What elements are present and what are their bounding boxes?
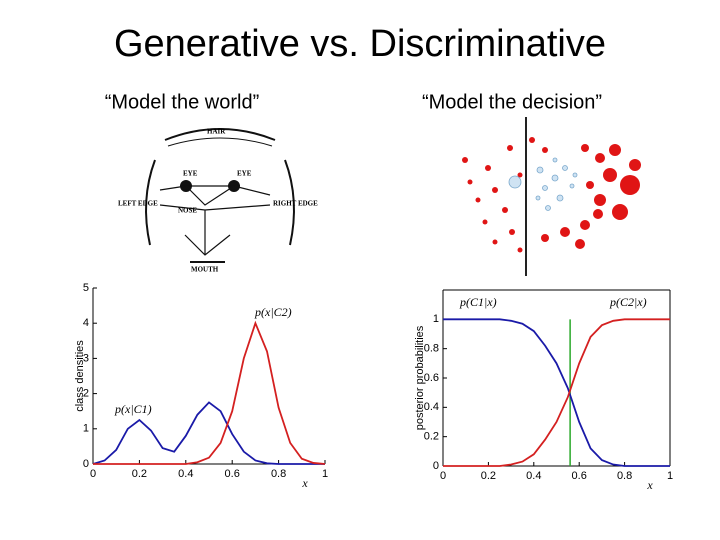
face-label: EYE bbox=[183, 170, 198, 178]
x-tick-label: 0.2 bbox=[132, 468, 147, 480]
y-tick-label: 0 bbox=[83, 458, 89, 470]
face-diagram bbox=[145, 128, 295, 263]
curve-annotation: p(x|C2) bbox=[254, 305, 292, 319]
curve-annotation: p(C1|x) bbox=[459, 295, 497, 309]
y-tick-label: 1 bbox=[433, 313, 439, 325]
y-tick-label: 2 bbox=[83, 388, 89, 400]
x-tick-label: 0.2 bbox=[481, 470, 496, 482]
line-series bbox=[93, 320, 326, 465]
curve-annotation: p(x|C1) bbox=[114, 402, 152, 416]
x-tick-label: 1 bbox=[322, 468, 328, 480]
subtitle: “Model the world” bbox=[105, 91, 260, 113]
face-label: NOSE bbox=[178, 207, 197, 215]
y-tick-label: 0 bbox=[433, 460, 439, 472]
face-label: LEFT EDGE bbox=[118, 200, 158, 208]
line-series bbox=[92, 401, 325, 465]
y-tick-label: 0.4 bbox=[424, 401, 439, 413]
face-label: RIGHT EDGE bbox=[273, 200, 318, 208]
y-tick-label: 1 bbox=[83, 423, 89, 435]
x-axis-label: x bbox=[301, 476, 308, 490]
y-tick-label: 3 bbox=[83, 352, 89, 364]
y-tick-label: 0.8 bbox=[424, 343, 439, 355]
line-series bbox=[443, 318, 670, 467]
x-tick-label: 0.6 bbox=[572, 470, 587, 482]
x-tick-label: 0.4 bbox=[178, 468, 193, 480]
x-tick-label: 0.8 bbox=[271, 468, 286, 480]
x-tick-label: 1 bbox=[667, 470, 673, 482]
y-tick-label: 4 bbox=[83, 317, 89, 329]
face-label: MOUTH bbox=[191, 266, 219, 274]
subtitle: “Model the decision” bbox=[422, 91, 602, 113]
x-tick-label: 0.8 bbox=[617, 470, 632, 482]
face-label: EYE bbox=[237, 170, 252, 178]
x-tick-label: 0 bbox=[90, 468, 96, 480]
y-tick-label: 0.6 bbox=[424, 372, 439, 384]
y-tick-label: 0.2 bbox=[424, 431, 439, 443]
x-tick-label: 0 bbox=[440, 470, 446, 482]
y-axis-label: class densities bbox=[74, 340, 86, 412]
slide-title: Generative vs. Discriminative bbox=[114, 23, 606, 65]
decision-illustration bbox=[462, 117, 641, 276]
face-label: HAIR bbox=[207, 128, 226, 136]
line-series bbox=[443, 318, 670, 467]
x-axis-label: x bbox=[646, 478, 653, 492]
x-tick-label: 0.6 bbox=[225, 468, 240, 480]
curve-annotation: p(C2|x) bbox=[609, 295, 647, 309]
x-tick-label: 0.4 bbox=[526, 470, 541, 482]
y-tick-label: 5 bbox=[83, 282, 89, 294]
y-axis-label: posterior probabilities bbox=[414, 325, 426, 430]
